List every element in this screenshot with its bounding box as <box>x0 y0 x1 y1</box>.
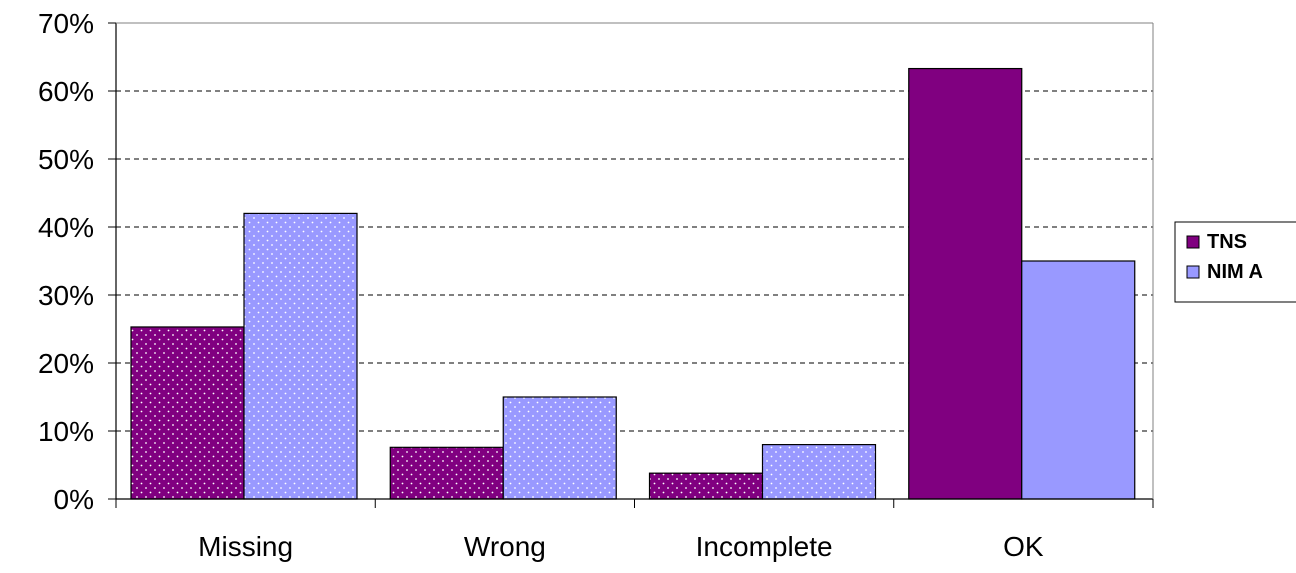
y-tick-label: 0% <box>54 484 94 515</box>
y-tick-label: 40% <box>38 212 94 243</box>
bar-nim-a-missing <box>243 212 358 500</box>
bar-nim-a-wrong <box>502 396 617 500</box>
x-tick-label: Incomplete <box>696 531 833 562</box>
bar-tns-incomplete <box>648 472 764 500</box>
bars <box>130 67 1136 500</box>
x-tick-label: OK <box>1003 531 1044 562</box>
legend-swatch-tns <box>1186 235 1200 249</box>
legend-label-tns: TNS <box>1207 231 1247 253</box>
legend-box <box>1174 221 1296 303</box>
axes <box>108 22 1154 508</box>
bar-nim-a-incomplete <box>761 444 877 500</box>
y-tick-label: 20% <box>38 348 94 379</box>
x-tick-label: Wrong <box>464 531 546 562</box>
legend: TNS NIM A <box>1174 221 1296 303</box>
bar-tns-missing <box>130 326 245 500</box>
y-tick-label: 30% <box>38 280 94 311</box>
x-tick-label: Missing <box>198 531 293 562</box>
y-tick-label: 60% <box>38 76 94 107</box>
y-tick-label: 70% <box>38 8 94 39</box>
y-tick-label: 10% <box>38 416 94 447</box>
legend-swatch-nim-a <box>1186 265 1200 279</box>
bar-tns-ok <box>908 67 1023 500</box>
y-tick-labels: 0% 10% 20% 30% 40% 50% 60% 70% <box>38 8 94 515</box>
legend-label-nim-a: NIM A <box>1207 261 1263 283</box>
bar-tns-wrong <box>389 446 504 500</box>
x-tick-labels: Missing Wrong Incomplete OK <box>198 531 1044 562</box>
bar-nim-a-ok <box>1021 260 1136 500</box>
y-tick-label: 50% <box>38 144 94 175</box>
